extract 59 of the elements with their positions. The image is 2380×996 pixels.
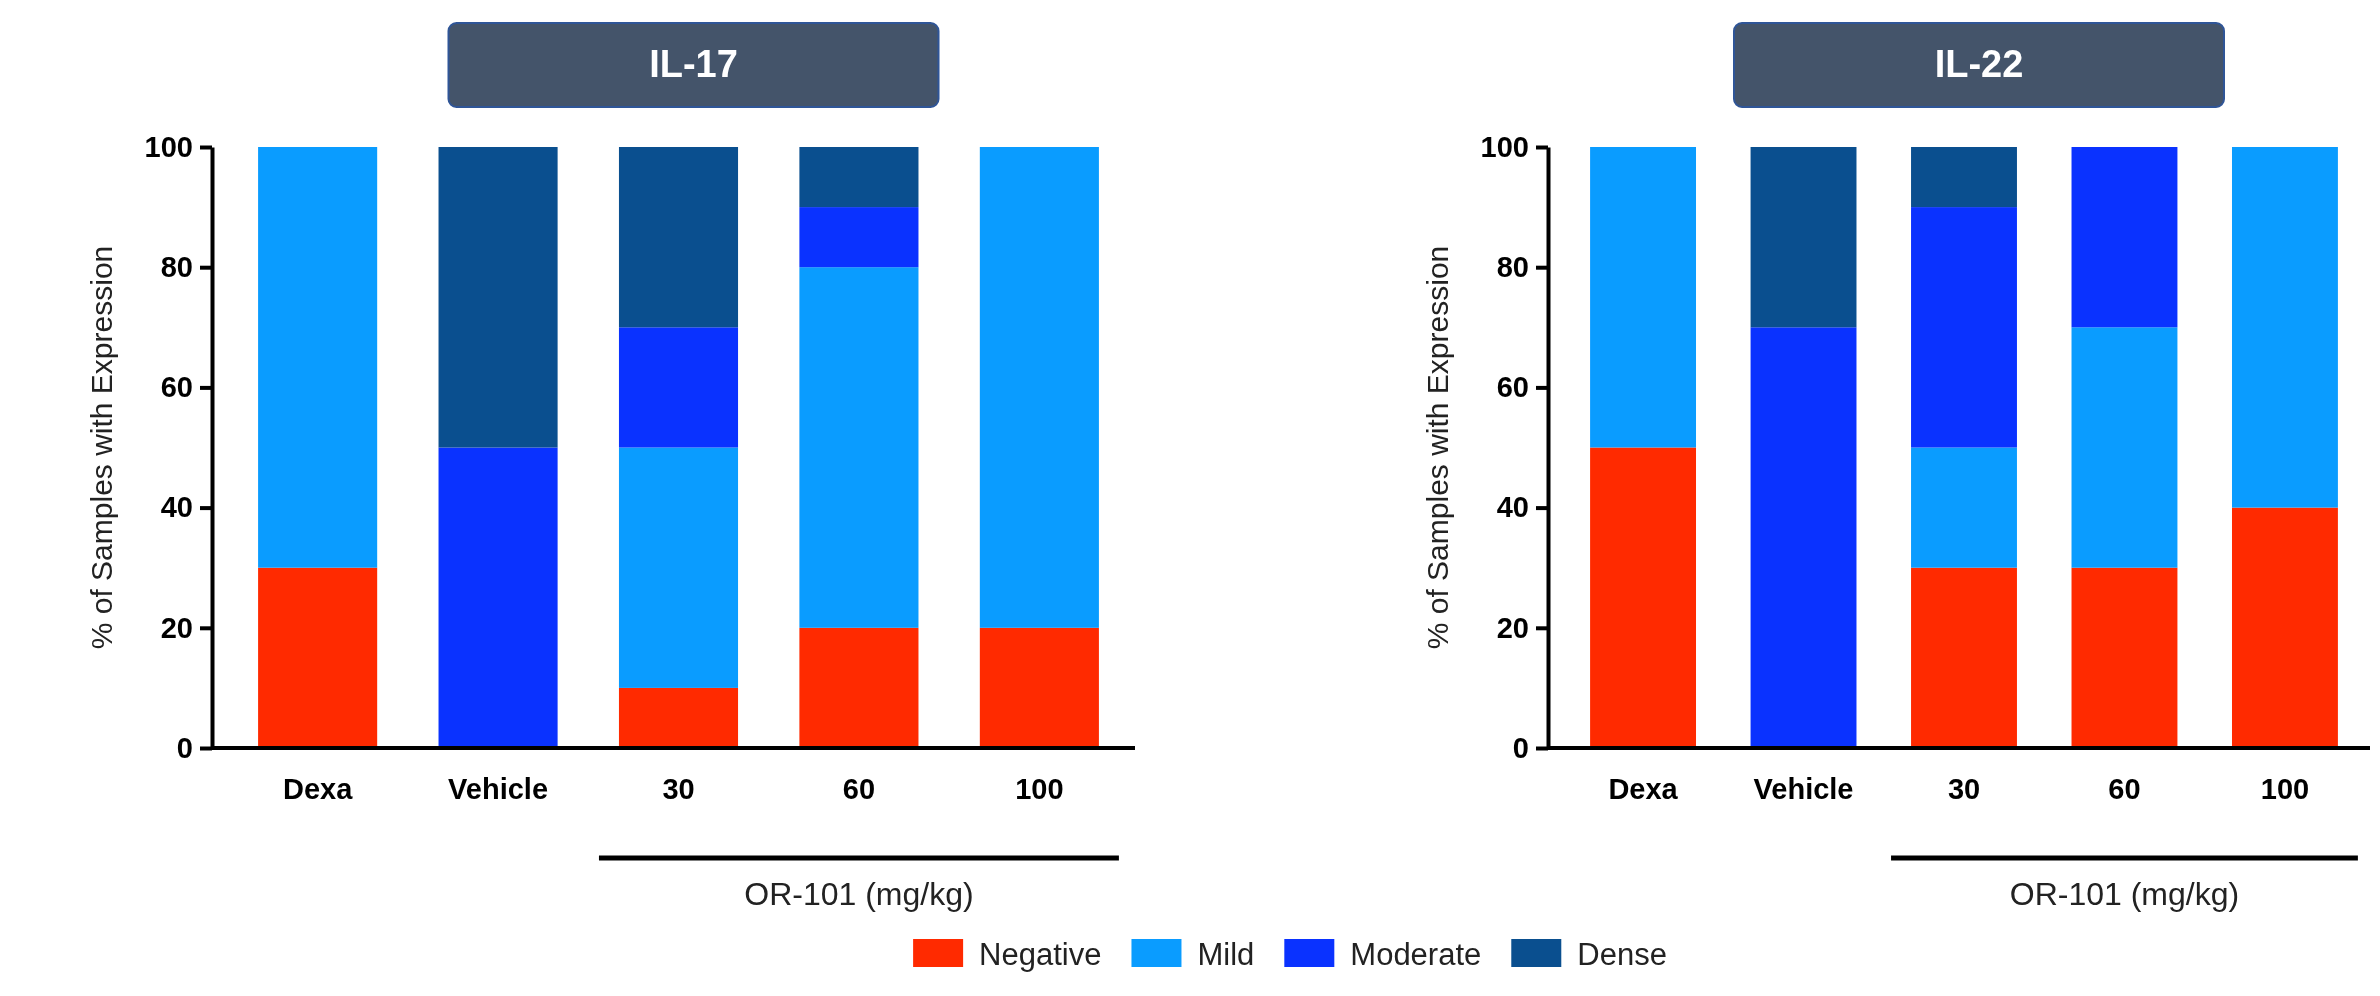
bar	[799, 147, 919, 208]
x-tick-label: Dexa	[282, 773, 354, 805]
bar	[1911, 147, 2017, 208]
bar	[438, 147, 558, 448]
y-tick-label: 0	[176, 731, 193, 764]
bar	[618, 327, 739, 448]
bar	[1911, 567, 2017, 748]
y-tick-label: 20	[160, 611, 193, 644]
x-axis-title: OR-101 (mg/kg)	[744, 876, 974, 912]
x-tick-label: Vehicle	[448, 773, 549, 805]
bar	[618, 447, 739, 688]
bar	[1590, 447, 1696, 748]
x-tick-label: Vehicle	[1753, 773, 1854, 805]
bar	[1750, 327, 1857, 748]
legend-label: Moderate	[1350, 937, 1482, 972]
bar	[2231, 507, 2338, 748]
bar	[2071, 147, 2178, 328]
x-tick-label: 100	[2260, 773, 2310, 805]
x-tick-label: 100	[1015, 773, 1064, 805]
bar	[799, 267, 919, 628]
y-tick-label: 80	[1496, 250, 1529, 283]
bar	[799, 207, 919, 268]
bar	[258, 147, 378, 568]
y-tick-label: 0	[1512, 731, 1529, 764]
chart-title: IL-22	[1934, 43, 2024, 85]
legend-label: Negative	[979, 937, 1102, 972]
y-tick-label: 40	[1496, 491, 1529, 524]
y-tick-label: 40	[160, 491, 193, 524]
x-axis-title: OR-101 (mg/kg)	[2009, 876, 2240, 912]
bar	[1911, 447, 2017, 568]
y-tick-label: 80	[160, 250, 193, 283]
bar	[2231, 147, 2338, 508]
y-tick-label: 20	[1496, 611, 1529, 644]
bar	[1750, 147, 1857, 328]
legend-label: Dense	[1577, 937, 1667, 972]
y-tick-label: 60	[1496, 371, 1529, 404]
bar	[618, 147, 739, 328]
bar	[438, 447, 558, 748]
bar	[618, 687, 739, 748]
bar	[979, 627, 1099, 748]
x-tick-label: 60	[2108, 773, 2141, 805]
y-tick-label: 100	[1480, 130, 1529, 163]
bar	[799, 627, 919, 748]
y-tick-label: 100	[144, 130, 193, 163]
chart-title: IL-17	[649, 43, 738, 85]
x-tick-label: 30	[1947, 773, 1981, 805]
bar	[1911, 207, 2017, 448]
bar	[2071, 567, 2178, 748]
y-axis-title: % of Samples with Expression	[1421, 245, 1454, 650]
x-tick-label: 30	[662, 773, 695, 805]
bar	[979, 147, 1099, 628]
bar	[2071, 327, 2178, 568]
legend-label: Mild	[1197, 937, 1255, 972]
bar	[258, 567, 378, 748]
bar	[1590, 147, 1696, 448]
y-tick-label: 60	[160, 371, 193, 404]
x-tick-label: 60	[842, 773, 876, 805]
x-tick-label: Dexa	[1608, 773, 1679, 805]
y-axis-title: % of Samples with Expression	[85, 245, 118, 650]
